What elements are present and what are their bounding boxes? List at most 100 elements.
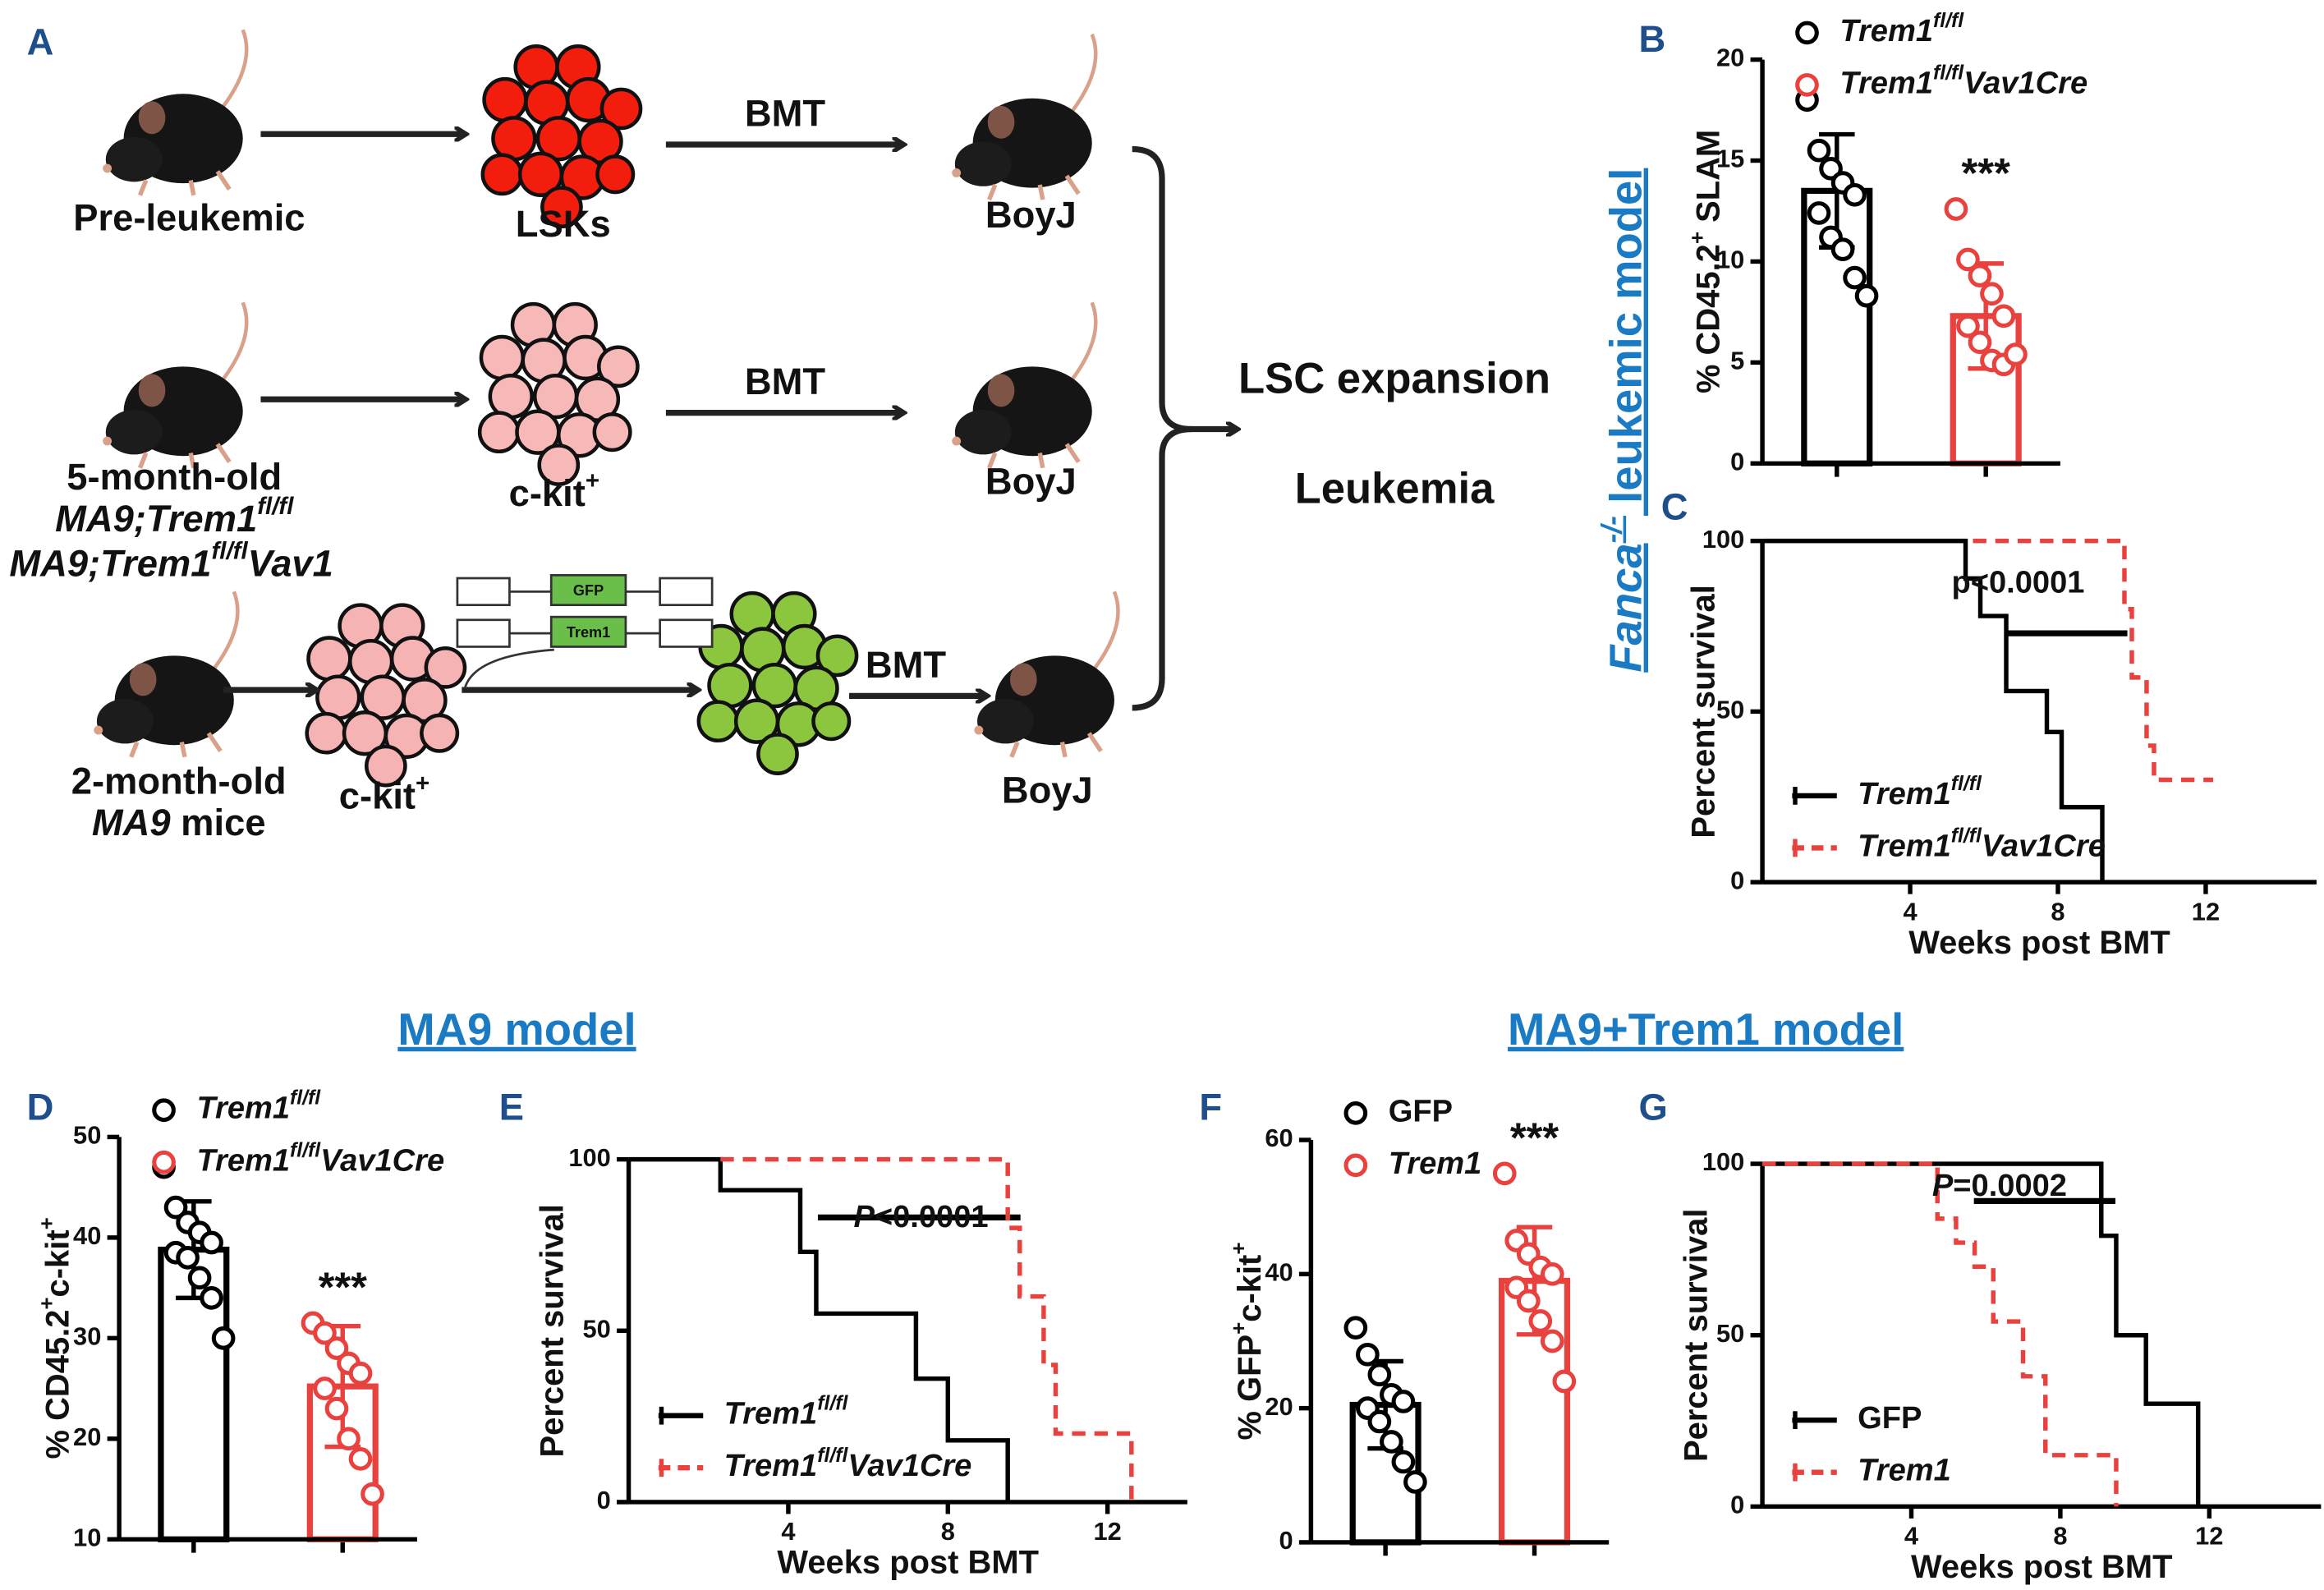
text-run: fl/fl — [257, 493, 294, 520]
data-point — [1830, 237, 1855, 262]
y-tick-label: 15 — [1716, 145, 1744, 173]
data-point — [200, 1286, 223, 1310]
y-tick-label: 10 — [73, 1523, 101, 1551]
legend-marker — [152, 1150, 176, 1174]
text-run: P — [853, 1200, 875, 1234]
text-run: 5-month-old — [67, 456, 282, 498]
cell-cluster — [483, 46, 641, 227]
y-tick-label: 50 — [1716, 1319, 1744, 1348]
legend-marker — [1795, 73, 1819, 97]
y-axis-label: % GFP+c-kit+ — [1228, 1242, 1268, 1440]
text-run: GFP — [1389, 1094, 1453, 1128]
survival-line — [1762, 1161, 2119, 1507]
text-run: Trem1 — [724, 1397, 818, 1431]
mouse — [103, 302, 246, 467]
legend-marker — [152, 1098, 176, 1123]
x-tick-label: 4 — [1903, 897, 1917, 926]
recipient-label: BoyJ — [985, 461, 1077, 503]
text-run: leukemic model — [1601, 168, 1651, 516]
annotation: *** — [1510, 1114, 1559, 1160]
outcome-label: Leukemia — [1295, 465, 1495, 513]
data-point — [1944, 197, 1968, 221]
data-point — [1540, 1262, 1564, 1286]
data-point — [1391, 1390, 1416, 1413]
text-run: fl/fl — [290, 1087, 321, 1110]
y-tick-label: 0 — [1279, 1526, 1293, 1555]
data-point — [1343, 1316, 1368, 1340]
data-point — [1528, 1309, 1553, 1333]
data-point — [337, 1427, 361, 1451]
data-point — [1980, 282, 2004, 306]
y-tick-label: 30 — [73, 1321, 101, 1350]
cell-cluster — [480, 304, 637, 485]
mouse — [952, 302, 1095, 467]
data-point — [348, 1361, 373, 1386]
bracket — [1132, 145, 1192, 711]
text-run: Trem1 — [196, 1143, 290, 1178]
panel-label: G — [1639, 1087, 1668, 1128]
recipient-label: BoyJ — [1002, 769, 1093, 811]
legend-label: GFP — [1389, 1094, 1453, 1128]
y-axis-label: % CD45.2+ SLAM — [1686, 130, 1726, 393]
text-run: Vav1 — [248, 542, 333, 584]
text-run: MA9 — [92, 802, 172, 843]
data-point — [1552, 1369, 1577, 1394]
y-tick-label: 40 — [1265, 1257, 1293, 1286]
source-label: 2-month-old — [71, 760, 287, 802]
data-point — [1968, 264, 1992, 287]
model-heading: MA9+Trem1 model — [1508, 1004, 1904, 1055]
panel-label: E — [499, 1087, 524, 1128]
data-point — [1367, 1363, 1392, 1387]
transfer-label: BMT — [745, 361, 826, 402]
y-tick-label: 50 — [73, 1121, 101, 1150]
y-tick-label: 5 — [1730, 346, 1744, 375]
legend-label: Trem1fl/flVav1Cre — [196, 1139, 444, 1178]
data-point — [1807, 138, 1831, 163]
y-tick-label: 20 — [1716, 44, 1744, 72]
panel-label: C — [1661, 486, 1688, 528]
data-point — [1968, 330, 1992, 355]
y-axis-label: Percent survival — [1686, 585, 1722, 838]
y-tick-label: 0 — [1730, 447, 1744, 476]
text-run: Trem1 — [196, 1091, 290, 1126]
text-run: fl/fl — [1933, 62, 1964, 84]
text-run: Trem1 — [1389, 1147, 1482, 1181]
text-run: + — [1228, 1242, 1251, 1254]
cell-cluster — [699, 593, 857, 774]
text-run: + — [35, 1297, 58, 1309]
text-run: % CD45.2 — [1690, 244, 1726, 393]
source-label: 5-month-old — [67, 456, 282, 498]
mouse — [952, 34, 1095, 200]
legend-marker — [1343, 1101, 1368, 1125]
annotation: P<0.0001 — [853, 1200, 988, 1234]
survival-line — [720, 1156, 1134, 1502]
text-run: Vav1Cre — [1982, 829, 2106, 863]
text-run: Trem1 — [1858, 777, 1951, 811]
x-tick-label: 8 — [2051, 897, 2065, 926]
data-point — [1516, 1289, 1541, 1313]
y-tick-label: 100 — [568, 1143, 610, 1172]
text-run: % GFP — [1231, 1335, 1267, 1441]
cell-cluster — [307, 605, 465, 786]
mouse — [103, 30, 246, 195]
x-axis-label: Weeks post BMT — [777, 1545, 1039, 1581]
data-point — [1380, 1430, 1403, 1454]
annotation: *** — [1962, 149, 2011, 196]
source-label: MA9;Trem1fl/fl — [55, 493, 294, 540]
data-point — [1843, 182, 1867, 207]
text-run: fl/fl — [290, 1139, 321, 1161]
text-run: fl/fl — [211, 538, 248, 565]
text-run: c-kit — [339, 775, 416, 817]
text-run: Trem1 — [1858, 1454, 1951, 1488]
data-point — [1956, 314, 1980, 338]
text-run: Vav1Cre — [1963, 66, 2087, 100]
y-tick-label: 50 — [1716, 696, 1744, 724]
source-label: Pre-leukemic — [73, 197, 305, 239]
y-tick-label: 0 — [1730, 866, 1744, 894]
data-point — [1843, 265, 1867, 290]
x-tick-label: 12 — [1094, 1517, 1122, 1546]
transfer-label: BMT — [745, 93, 826, 135]
text-run: SLAM — [1690, 130, 1726, 232]
text-run: 2-month-old — [71, 760, 287, 802]
x-tick-label: 8 — [2053, 1522, 2067, 1551]
